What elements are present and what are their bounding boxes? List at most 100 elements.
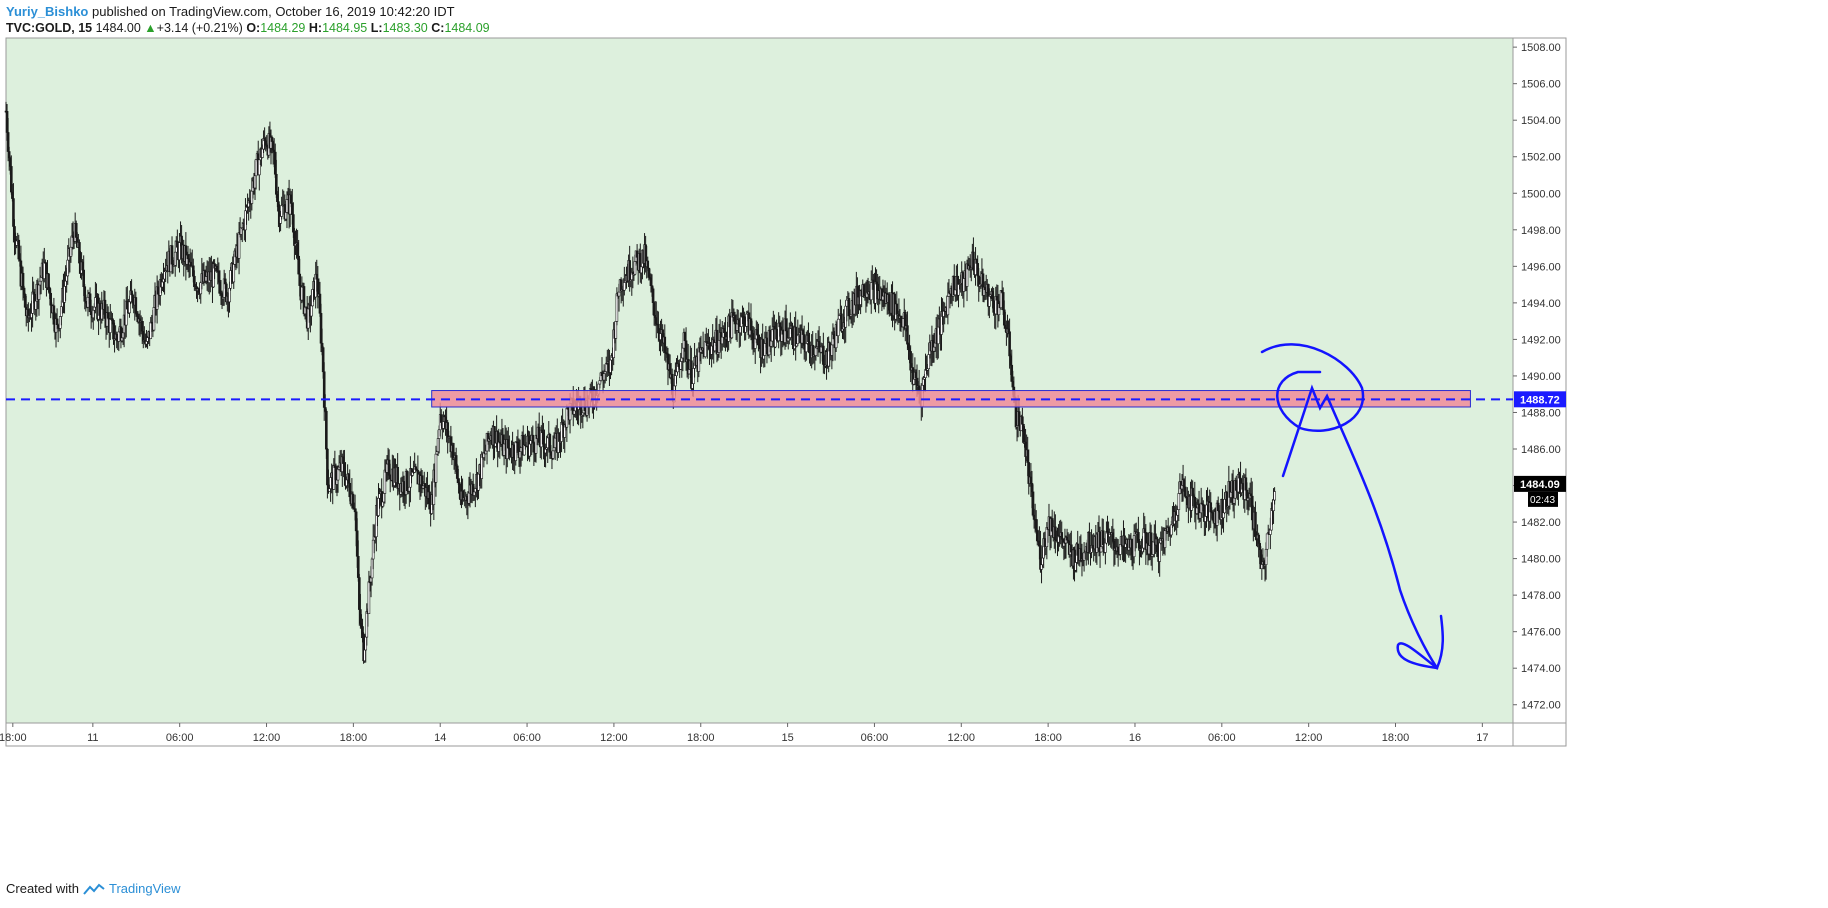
y-tick-label: 1488.00 — [1521, 407, 1561, 419]
candle-up — [836, 318, 840, 337]
x-tick-label: 14 — [434, 732, 446, 744]
x-tick-label: 12:00 — [253, 732, 281, 744]
y-tick-label: 1502.00 — [1521, 152, 1561, 164]
y-tick-label: 1504.00 — [1521, 115, 1561, 127]
candle-up — [108, 318, 112, 333]
candle-down — [1008, 331, 1011, 357]
y-tick-label: 1498.00 — [1521, 225, 1561, 237]
published-text: published on TradingView.com, October 16… — [92, 4, 455, 19]
candle-up — [310, 305, 313, 317]
low-value: 1483.30 — [382, 21, 428, 35]
countdown-label: 02:43 — [1530, 495, 1555, 506]
price-chart[interactable]: 1472.00 1474.00 1476.00 1478.00 1480.00 1482.… — [0, 0, 1828, 878]
candle-down — [1021, 416, 1024, 425]
footer: Created with TradingView — [6, 881, 181, 896]
candle-down — [1183, 486, 1187, 497]
candle-down — [906, 325, 909, 345]
candle-down — [298, 273, 302, 286]
y-tick-label: 1490.00 — [1521, 371, 1561, 383]
annotation-arrowhead — [1396, 614, 1444, 670]
candle-down — [888, 294, 891, 311]
candle-up — [254, 159, 258, 177]
candle-down — [1116, 546, 1120, 553]
legend-line: TVC:GOLD, 15 1484.00 ▲+3.14 (+0.21%) O:1… — [6, 21, 490, 35]
last-price-label: 1484.09 — [1520, 479, 1560, 491]
plot-background — [6, 38, 1513, 723]
y-tick-label: 1500.00 — [1521, 188, 1561, 200]
last-price-text: 1484.00 — [95, 21, 141, 35]
candle-up — [617, 291, 621, 297]
candle-down — [808, 341, 811, 354]
candle-up — [280, 204, 283, 217]
y-tick-label: 1474.00 — [1521, 663, 1561, 675]
candle-up — [434, 453, 438, 483]
high-value: 1484.95 — [322, 21, 368, 35]
x-tick-label: 06:00 — [861, 732, 889, 744]
x-tick-label: 18:00 — [340, 732, 368, 744]
up-arrow-icon: ▲ — [144, 21, 157, 35]
low-label: L: — [370, 21, 383, 35]
x-tick-label: 06:00 — [1208, 732, 1236, 744]
candle-up — [946, 296, 950, 316]
candles-group — [4, 101, 1276, 664]
candle-down — [47, 273, 50, 289]
candle-up — [39, 277, 43, 282]
candle-up — [623, 282, 626, 291]
candle-up — [1265, 533, 1269, 550]
author-link[interactable]: Yuriy_Bishko — [6, 4, 89, 19]
x-tick-label: 12:00 — [948, 732, 976, 744]
candle-up — [551, 450, 555, 459]
y-tick-label: 1480.00 — [1521, 554, 1561, 566]
candle-up — [1273, 491, 1276, 501]
y-tick-label: 1506.00 — [1521, 79, 1561, 91]
y-tick-label: 1472.00 — [1521, 700, 1561, 712]
tradingview-brand-link[interactable]: TradingView — [108, 881, 181, 896]
candle-down — [635, 250, 639, 258]
x-tick-label: 12:00 — [1295, 732, 1323, 744]
candle-down — [992, 300, 995, 313]
x-tick-label: 11 — [87, 732, 98, 744]
candle-up — [1269, 529, 1272, 535]
x-tick-label: 06:00 — [513, 732, 541, 744]
tradingview-logo-icon — [83, 883, 105, 895]
change-text: +3.14 (+0.21%) — [156, 21, 243, 35]
y-tick-label: 1508.00 — [1521, 42, 1561, 54]
y-tick-label: 1476.00 — [1521, 627, 1561, 639]
open-value: 1484.29 — [260, 21, 306, 35]
created-with-text: Created with — [6, 881, 79, 896]
high-label: H: — [308, 21, 323, 35]
candle-up — [1177, 493, 1181, 510]
close-label: C: — [431, 21, 445, 35]
candle-down — [1156, 538, 1159, 557]
x-tick-label: 06:00 — [166, 732, 194, 744]
y-tick-label: 1494.00 — [1521, 298, 1561, 310]
countdown-badge — [1528, 491, 1558, 507]
annotation-forecast-path — [1281, 384, 1439, 670]
x-tick-label: 18:00 — [0, 732, 27, 744]
y-tick-label: 1496.00 — [1521, 261, 1561, 273]
candle-up — [936, 326, 940, 345]
y-tick-label: 1492.00 — [1521, 334, 1561, 346]
publication-line: Yuriy_Bishko published on TradingView.co… — [6, 4, 455, 19]
x-tick-label: 17 — [1476, 732, 1488, 744]
candle-down — [646, 260, 650, 269]
candle-down — [402, 481, 406, 495]
candle-up — [43, 261, 46, 279]
x-tick-label: 12:00 — [600, 732, 628, 744]
x-tick-label: 18:00 — [1382, 732, 1410, 744]
y-tick-label: 1486.00 — [1521, 444, 1561, 456]
last-price-badge — [1514, 475, 1566, 492]
x-tick-label: 18:00 — [687, 732, 715, 744]
x-tick-label: 18:00 — [1034, 732, 1062, 744]
close-value: 1484.09 — [444, 21, 490, 35]
x-tick-label: 15 — [781, 732, 793, 744]
resistance-level-label: 1488.72 — [1520, 394, 1560, 406]
annotation-circle — [1260, 343, 1365, 433]
candle-down — [1060, 532, 1064, 540]
y-tick-label: 1482.00 — [1521, 517, 1561, 529]
candle-down — [791, 325, 794, 346]
x-tick-label: 16 — [1129, 732, 1141, 744]
y-tick-label: 1478.00 — [1521, 590, 1561, 602]
candle-down — [325, 410, 328, 450]
candle-down — [651, 288, 655, 303]
